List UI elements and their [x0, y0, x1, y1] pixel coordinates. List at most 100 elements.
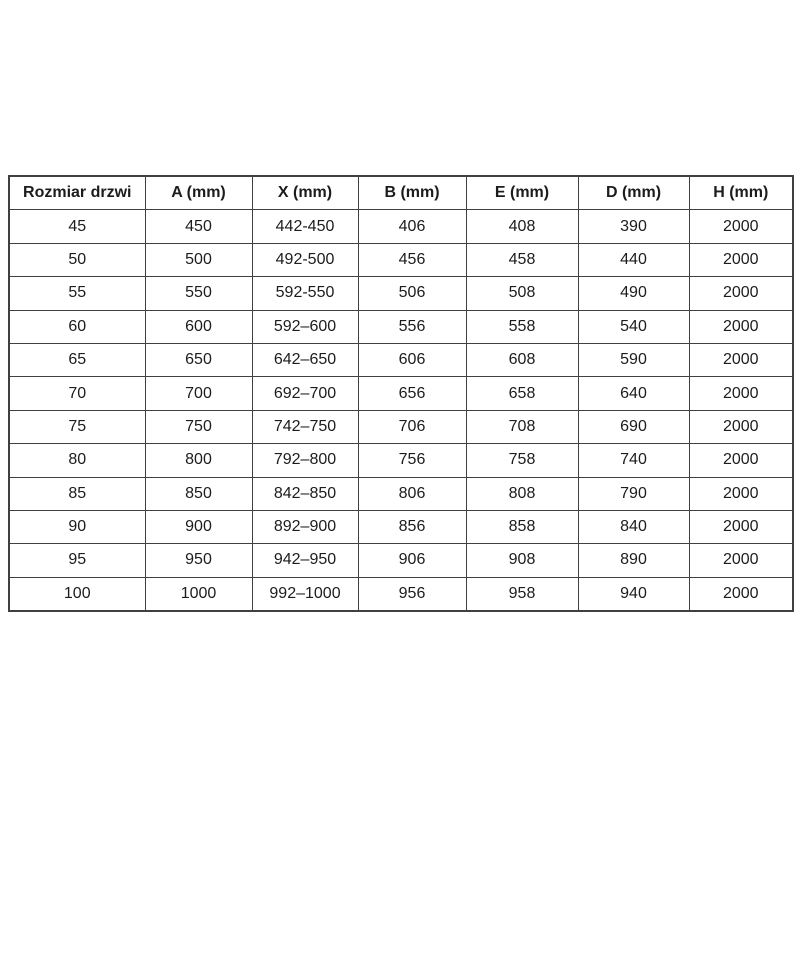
table-cell: 75 — [8, 409, 146, 445]
table-cell: 608 — [465, 342, 579, 378]
table-cell: 590 — [577, 342, 690, 378]
table-body: 45 450 442-450 406 408 390 2000 50 500 492-500 456… — [8, 209, 794, 612]
table-cell: 806 — [357, 476, 467, 511]
table-cell: 706 — [357, 409, 467, 445]
table-cell: 85 — [8, 476, 146, 511]
table-cell: 490 — [577, 276, 690, 311]
table-cell: 908 — [465, 543, 579, 578]
table-cell: 800 — [144, 443, 253, 478]
table-cell: 592–600 — [251, 309, 359, 344]
table-cell: 2000 — [688, 276, 794, 311]
table-cell: 808 — [465, 476, 579, 511]
table-cell: 856 — [357, 509, 467, 545]
table-cell: 2000 — [688, 509, 794, 545]
table-cell: 950 — [144, 543, 253, 578]
table-cell: 892–900 — [251, 509, 359, 545]
table-cell: 2000 — [688, 576, 794, 612]
table-cell: 2000 — [688, 309, 794, 344]
table-row: 60 600 592–600 556 558 540 2000 — [8, 309, 794, 344]
column-header: E (mm) — [465, 175, 579, 211]
table-cell: 758 — [465, 443, 579, 478]
table-row: 100 1000 992–1000 956 958 940 2000 — [8, 576, 794, 612]
table-cell: 790 — [577, 476, 690, 511]
column-header: X (mm) — [251, 175, 359, 211]
table-cell: 958 — [465, 576, 579, 612]
table-cell: 2000 — [688, 409, 794, 445]
table-cell: 858 — [465, 509, 579, 545]
table-row: 75 750 742–750 706 708 690 2000 — [8, 409, 794, 445]
table-cell: 708 — [465, 409, 579, 445]
table-cell: 992–1000 — [251, 576, 359, 612]
table-cell: 500 — [144, 242, 253, 278]
table-cell: 840 — [577, 509, 690, 545]
table-cell: 2000 — [688, 443, 794, 478]
table-cell: 690 — [577, 409, 690, 445]
table-cell: 2000 — [688, 543, 794, 578]
table-cell: 80 — [8, 443, 146, 478]
table-row: 70 700 692–700 656 658 640 2000 — [8, 376, 794, 411]
table-cell: 408 — [465, 209, 579, 244]
table-row: 45 450 442-450 406 408 390 2000 — [8, 209, 794, 244]
door-sizes-table-container: Rozmiar drzwi A (mm) X (mm) B (mm) E (mm) D (… — [8, 175, 794, 613]
table-cell: 442-450 — [251, 209, 359, 244]
table-row: 85 850 842–850 806 808 790 2000 — [8, 476, 794, 511]
column-header: D (mm) — [577, 175, 690, 211]
table-cell: 558 — [465, 309, 579, 344]
door-sizes-table: Rozmiar drzwi A (mm) X (mm) B (mm) E (mm) D (… — [8, 175, 794, 613]
table-cell: 700 — [144, 376, 253, 411]
table-cell: 390 — [577, 209, 690, 244]
table-cell: 50 — [8, 242, 146, 278]
table-cell: 692–700 — [251, 376, 359, 411]
table-cell: 100 — [8, 576, 146, 612]
table-cell: 95 — [8, 543, 146, 578]
table-cell: 508 — [465, 276, 579, 311]
table-cell: 942–950 — [251, 543, 359, 578]
table-cell: 2000 — [688, 476, 794, 511]
table-cell: 406 — [357, 209, 467, 244]
table-cell: 2000 — [688, 376, 794, 411]
table-cell: 2000 — [688, 242, 794, 278]
table-row: 95 950 942–950 906 908 890 2000 — [8, 543, 794, 578]
table-row: 50 500 492-500 456 458 440 2000 — [8, 242, 794, 278]
table-cell: 60 — [8, 309, 146, 344]
table-cell: 65 — [8, 342, 146, 378]
table-cell: 650 — [144, 342, 253, 378]
table-cell: 450 — [144, 209, 253, 244]
table-cell: 940 — [577, 576, 690, 612]
table-cell: 750 — [144, 409, 253, 445]
table-cell: 55 — [8, 276, 146, 311]
table-cell: 850 — [144, 476, 253, 511]
column-header: H (mm) — [688, 175, 794, 211]
table-cell: 556 — [357, 309, 467, 344]
table-cell: 440 — [577, 242, 690, 278]
table-cell: 492-500 — [251, 242, 359, 278]
table-cell: 642–650 — [251, 342, 359, 378]
table-cell: 70 — [8, 376, 146, 411]
table-cell: 606 — [357, 342, 467, 378]
column-header: Rozmiar drzwi — [8, 175, 146, 211]
table-cell: 90 — [8, 509, 146, 545]
table-cell: 656 — [357, 376, 467, 411]
table-cell: 506 — [357, 276, 467, 311]
table-cell: 2000 — [688, 209, 794, 244]
table-cell: 640 — [577, 376, 690, 411]
table-cell: 592-550 — [251, 276, 359, 311]
table-cell: 890 — [577, 543, 690, 578]
table-cell: 540 — [577, 309, 690, 344]
table-row: 65 650 642–650 606 608 590 2000 — [8, 342, 794, 378]
table-cell: 742–750 — [251, 409, 359, 445]
table-cell: 2000 — [688, 342, 794, 378]
table-cell: 550 — [144, 276, 253, 311]
table-cell: 658 — [465, 376, 579, 411]
table-cell: 756 — [357, 443, 467, 478]
header-row: Rozmiar drzwi A (mm) X (mm) B (mm) E (mm) D (… — [8, 175, 794, 211]
table-row: 55 550 592-550 506 508 490 2000 — [8, 276, 794, 311]
table-cell: 600 — [144, 309, 253, 344]
column-header: B (mm) — [357, 175, 467, 211]
table-cell: 740 — [577, 443, 690, 478]
table-cell: 900 — [144, 509, 253, 545]
table-row: 90 900 892–900 856 858 840 2000 — [8, 509, 794, 545]
table-row: 80 800 792–800 756 758 740 2000 — [8, 443, 794, 478]
table-header: Rozmiar drzwi A (mm) X (mm) B (mm) E (mm) D (… — [8, 175, 794, 211]
table-cell: 456 — [357, 242, 467, 278]
